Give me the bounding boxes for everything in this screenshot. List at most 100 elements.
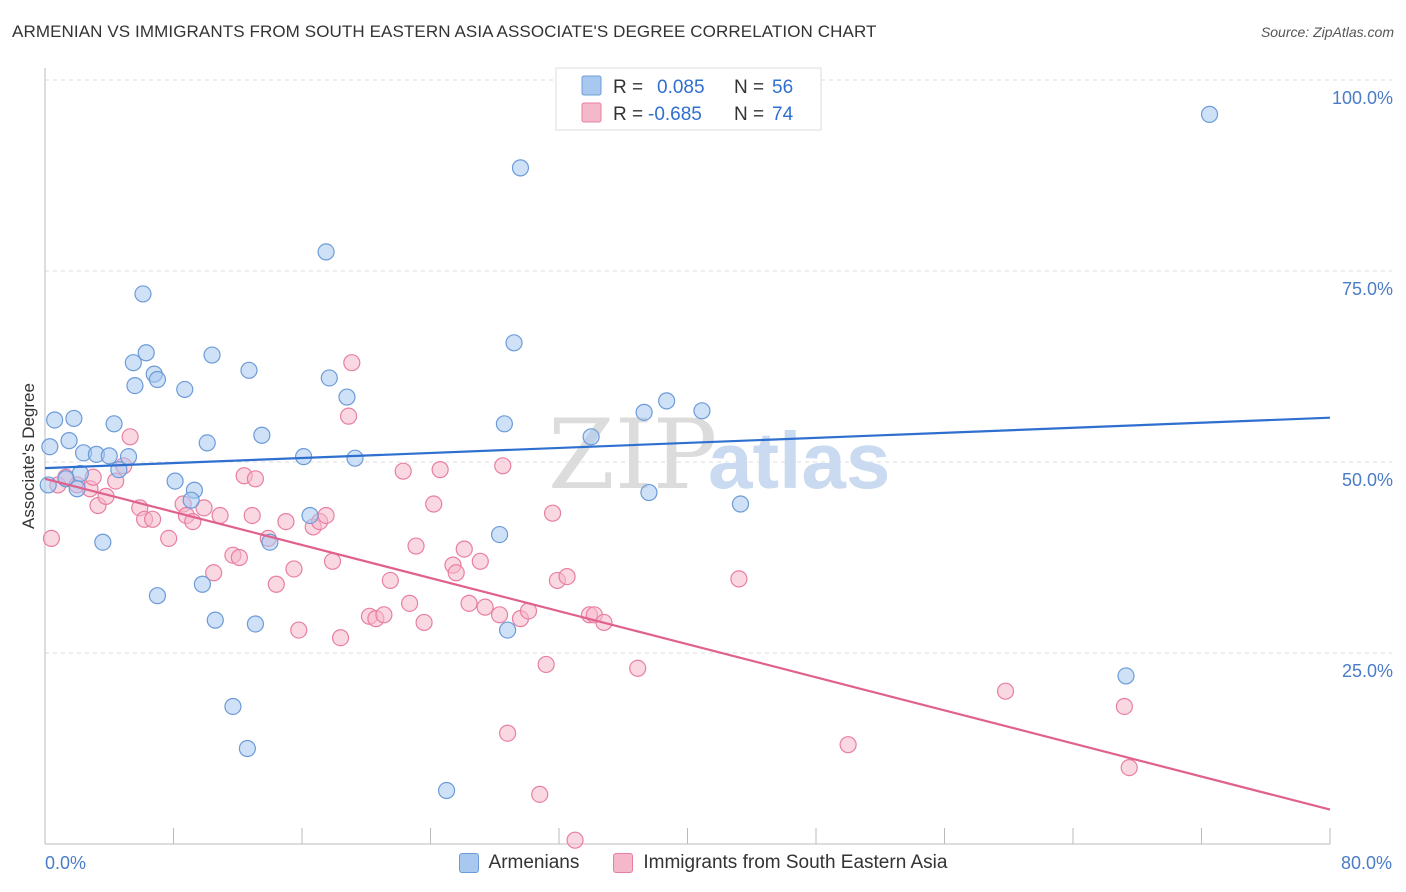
point-immigrants [460,594,478,612]
point-immigrants [211,506,229,525]
point-armenians [658,392,676,410]
point-immigrants [205,564,223,582]
point-armenians [166,472,184,490]
legend-item-immigrants[interactable]: Immigrants from South Eastern Asia [613,852,947,874]
legend-n-value-2: 74 [772,104,794,125]
point-armenians [240,361,258,379]
axes [44,68,1331,845]
point-armenians [176,380,194,399]
point-armenians [320,369,338,387]
point-immigrants [558,567,576,586]
point-immigrants [425,495,443,513]
point-immigrants [476,598,494,616]
point-armenians [94,533,112,551]
point-immigrants [42,529,61,548]
point-immigrants [629,659,647,677]
point-immigrants [375,606,393,624]
point-armenians [148,587,167,605]
y-tick-label: 50.0% [1342,470,1393,490]
point-armenians [60,432,78,450]
point-armenians [640,483,658,502]
legend-swatch-blue [581,75,602,96]
point-immigrants [317,506,335,525]
point-immigrants [531,785,549,803]
point-armenians [253,426,271,444]
watermark-zip: ZIP [548,399,717,511]
point-immigrants [471,552,489,570]
point-armenians [246,615,265,633]
y-tick-label: 25.0% [1342,661,1393,681]
point-immigrants [394,462,412,480]
point-immigrants [323,552,342,570]
point-armenians [301,506,319,525]
legend-n-label-1: N = [734,77,764,98]
point-armenians [317,243,335,261]
series-armenians [39,105,1219,800]
point-immigrants [839,736,857,754]
point-armenians [46,411,64,429]
point-armenians [499,621,517,639]
y-tick-labels: 25.0% 50.0% 75.0% 100.0% [1332,88,1393,681]
point-immigrants [121,428,139,446]
point-immigrants [401,594,419,612]
point-immigrants [537,655,555,674]
point-immigrants [1115,697,1134,716]
point-armenians [182,491,200,509]
point-immigrants [415,613,433,632]
point-armenians [193,575,212,593]
point-immigrants [160,529,178,548]
point-immigrants [230,548,248,567]
legend-item-armenians[interactable]: Armenians [458,852,579,874]
point-immigrants [543,504,562,522]
trend-lines [44,416,1331,811]
legend-swatch-pink [581,102,602,123]
point-immigrants [447,564,465,582]
point-armenians [505,334,523,352]
top-legend: R = 0.085 N = 56 R = -0.685 N = 74 [555,67,822,131]
point-immigrants [455,540,473,558]
point-armenians [206,611,224,629]
y-tick-label: 75.0% [1342,279,1393,299]
point-immigrants [494,457,512,475]
point-immigrants [431,461,449,479]
point-armenians [238,739,256,758]
point-armenians [511,159,530,177]
point-armenians [582,428,600,446]
point-immigrants [290,621,308,639]
point-armenians [148,370,167,389]
legend-label-immigrants: Immigrants from South Eastern Asia [643,852,948,873]
point-immigrants [343,354,361,372]
point-immigrants [996,682,1015,700]
x-tick-labels: 0.0% 80.0% [45,853,1392,873]
chart-title: ARMENIAN VS IMMIGRANTS FROM SOUTH EASTER… [12,22,877,41]
point-immigrants [144,510,162,528]
trendline-immigrants [44,477,1331,811]
point-immigrants [339,407,358,425]
series-points [39,105,1219,849]
point-armenians [490,525,509,544]
point-immigrants [277,512,295,531]
legend-swatch-armenians [458,853,479,873]
point-armenians [495,415,513,433]
point-immigrants [499,724,517,742]
point-armenians [41,438,59,456]
point-armenians [65,409,83,428]
watermark: ZIP atlas [548,399,890,511]
point-armenians [1200,105,1219,123]
point-armenians [124,354,142,372]
point-armenians [224,697,242,716]
source-label: Source: ZipAtlas.com [1260,24,1394,40]
point-armenians [1117,667,1135,685]
point-armenians [346,449,364,467]
point-immigrants [730,570,748,588]
legend-n-value-1: 56 [772,77,793,98]
point-armenians [338,388,356,406]
x-tick-label: 80.0% [1341,853,1392,873]
point-immigrants [566,831,584,849]
x-tick-label: 0.0% [45,853,86,873]
point-armenians [693,402,711,420]
point-immigrants [195,499,213,517]
legend-r-value-2: -0.685 [648,104,702,125]
point-immigrants [331,629,350,647]
